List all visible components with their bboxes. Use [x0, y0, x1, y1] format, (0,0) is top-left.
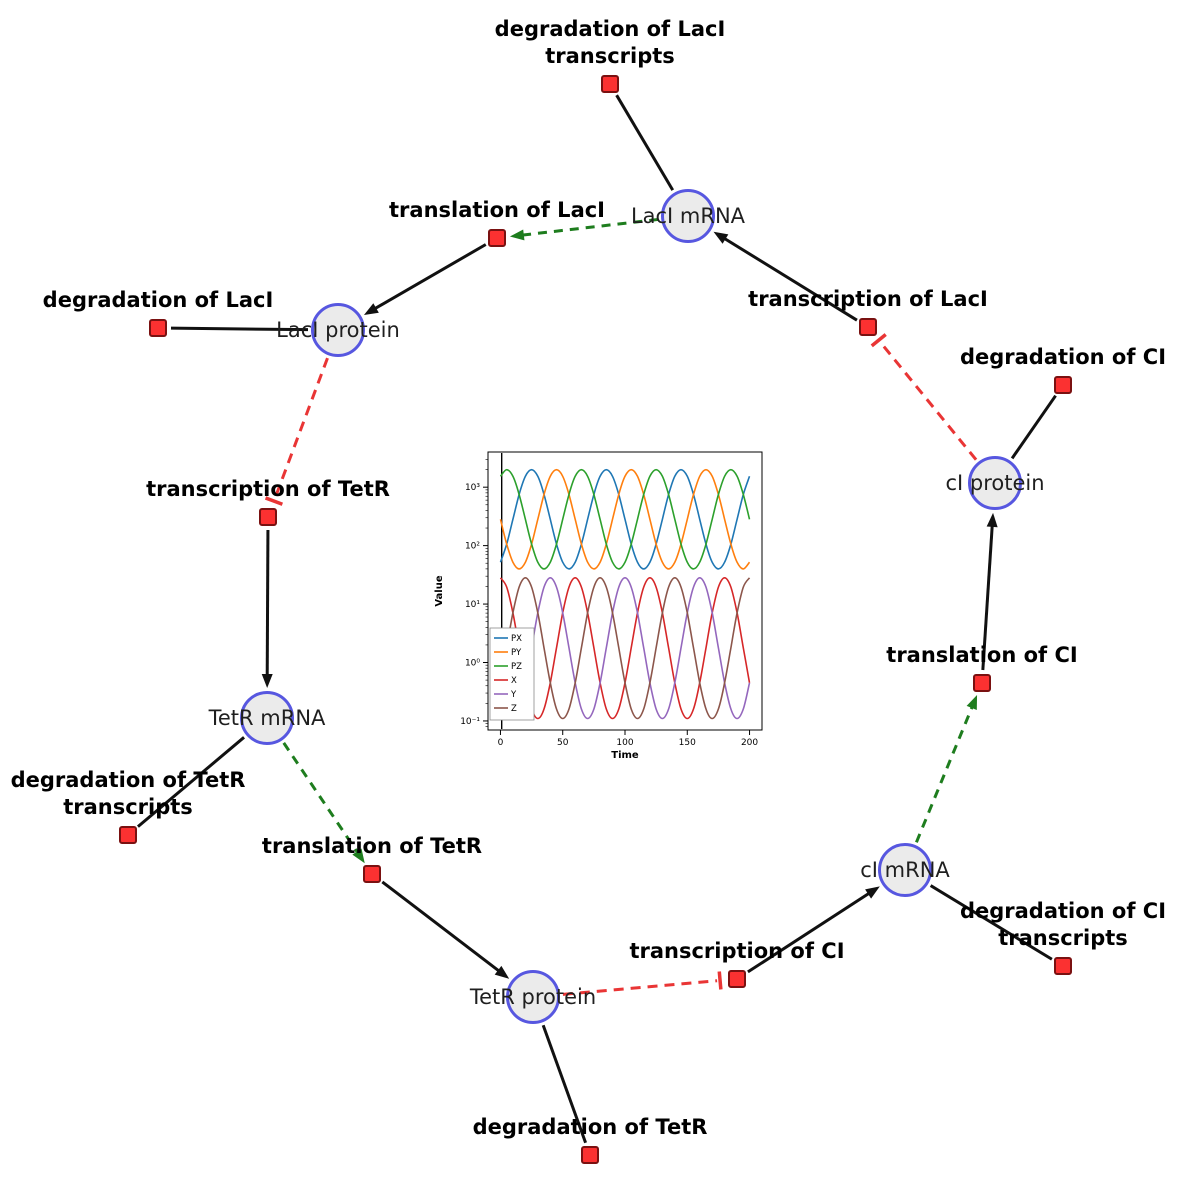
legend-label-z: Z: [511, 704, 517, 714]
series-line-z: [499, 576, 751, 720]
reaction-node-deg-laci-tx[interactable]: [601, 75, 619, 93]
series-line-pz: [499, 468, 751, 570]
legend-label-px: PX: [511, 634, 522, 644]
reaction-node-deg-laci[interactable]: [149, 319, 167, 337]
reaction-node-deg-tetr-tx[interactable]: [119, 826, 137, 844]
x-tick-label: 150: [679, 738, 696, 748]
reaction-node-transcription-ci[interactable]: [728, 970, 746, 988]
simulation-chart: 10⁻¹ 10⁰ 10¹ 10² 10³ 0 50 100 150 200 Time Value PX P…: [434, 451, 763, 761]
species-node-tetr-protein[interactable]: [506, 970, 560, 1024]
edge-laci-mrna-to-translation-laci: [519, 217, 659, 237]
edge-translation-laci-to-laci-protein-arrowhead-icon: [363, 303, 379, 315]
edge-laci-mrna-to-translation-laci-arrowhead-icon: [509, 229, 525, 241]
legend-label-py: PY: [511, 648, 522, 658]
x-axis-label: Time: [611, 750, 639, 761]
edge-ci-mrna-to-deg-ci-tx: [929, 884, 1053, 961]
y-tick-label: 10⁰: [465, 659, 480, 669]
reaction-node-deg-ci[interactable]: [1054, 376, 1072, 394]
edge-transcription-laci-to-laci-mrna: [721, 235, 858, 322]
edge-tetr-mrna-to-translation-tetr: [282, 742, 361, 856]
edge-ci-protein-to-transcription-laci-tbar-icon: [870, 333, 887, 348]
legend-label-pz: PZ: [511, 662, 522, 672]
series-line-px: [499, 468, 751, 570]
reaction-node-deg-ci-tx[interactable]: [1054, 957, 1072, 975]
edge-ci-protein-to-deg-ci: [1010, 394, 1057, 460]
x-tick-label: 0: [498, 738, 504, 748]
edge-laci-protein-to-transcription-tetr-tbar-icon: [264, 496, 284, 506]
edge-transcription-tetr-to-tetr-mrna-arrowhead-icon: [261, 673, 273, 689]
edge-translation-laci-to-laci-protein: [371, 243, 487, 312]
edge-ci-mrna-to-translation-ci: [915, 703, 975, 843]
reaction-node-transcription-tetr[interactable]: [259, 508, 277, 526]
edge-translation-tetr-to-tetr-protein-arrowhead-icon: [494, 965, 510, 979]
series-line-y: [499, 576, 751, 720]
edge-transcription-laci-to-laci-mrna-arrowhead-icon: [713, 231, 729, 244]
series-line-py: [499, 468, 751, 570]
reaction-node-deg-tetr[interactable]: [581, 1146, 599, 1164]
edge-translation-ci-to-ci-protein: [981, 522, 994, 671]
edge-ci-protein-to-transcription-laci: [879, 341, 978, 461]
edge-laci-protein-to-deg-laci: [170, 326, 309, 332]
x-tick-label: 200: [741, 738, 758, 748]
y-tick-label: 10⁻¹: [460, 717, 480, 727]
edge-tetr-protein-to-transcription-ci: [562, 979, 718, 996]
species-node-tetr-mrna[interactable]: [240, 691, 294, 745]
edge-laci-protein-to-transcription-tetr: [273, 357, 329, 499]
species-node-ci-mrna[interactable]: [878, 843, 932, 897]
edge-ci-mrna-to-translation-ci-arrowhead-icon: [966, 695, 978, 711]
chart-legend: [489, 627, 535, 721]
reaction-node-translation-tetr[interactable]: [363, 865, 381, 883]
edge-transcription-tetr-to-tetr-mrna: [265, 529, 270, 679]
edge-translation-tetr-to-tetr-protein: [381, 880, 503, 974]
edge-tetr-protein-to-deg-tetr: [541, 1024, 587, 1144]
edge-tetr-mrna-to-deg-tetr-tx: [136, 736, 246, 828]
edge-transcription-ci-to-ci-mrna: [747, 890, 873, 974]
y-tick-label: 10¹: [465, 600, 480, 610]
species-node-laci-mrna[interactable]: [661, 189, 715, 243]
y-axis-label: Value: [434, 575, 445, 606]
reaction-node-translation-laci[interactable]: [488, 229, 506, 247]
y-tick-label: 10³: [465, 483, 480, 493]
simulation-chart-panel: 10⁻¹ 10⁰ 10¹ 10² 10³ 0 50 100 150 200 Time Value PX P…: [426, 436, 774, 768]
species-node-ci-protein[interactable]: [968, 456, 1022, 510]
edge-translation-ci-to-ci-protein-arrowhead-icon: [986, 512, 998, 528]
x-tick-label: 50: [557, 738, 569, 748]
y-tick-label: 10²: [465, 542, 480, 552]
legend-label-x: X: [511, 676, 517, 686]
species-node-laci-protein[interactable]: [311, 303, 365, 357]
legend-label-y: Y: [510, 690, 517, 700]
edge-tetr-mrna-to-translation-tetr-arrowhead-icon: [352, 848, 365, 864]
reaction-node-transcription-laci[interactable]: [859, 318, 877, 336]
edge-laci-mrna-to-deg-laci-tx: [615, 94, 675, 191]
edge-transcription-ci-to-ci-mrna-arrowhead-icon: [865, 886, 880, 899]
reaction-node-translation-ci[interactable]: [973, 674, 991, 692]
edge-tetr-protein-to-transcription-ci-tbar-icon: [717, 971, 723, 990]
x-tick-label: 100: [616, 738, 633, 748]
